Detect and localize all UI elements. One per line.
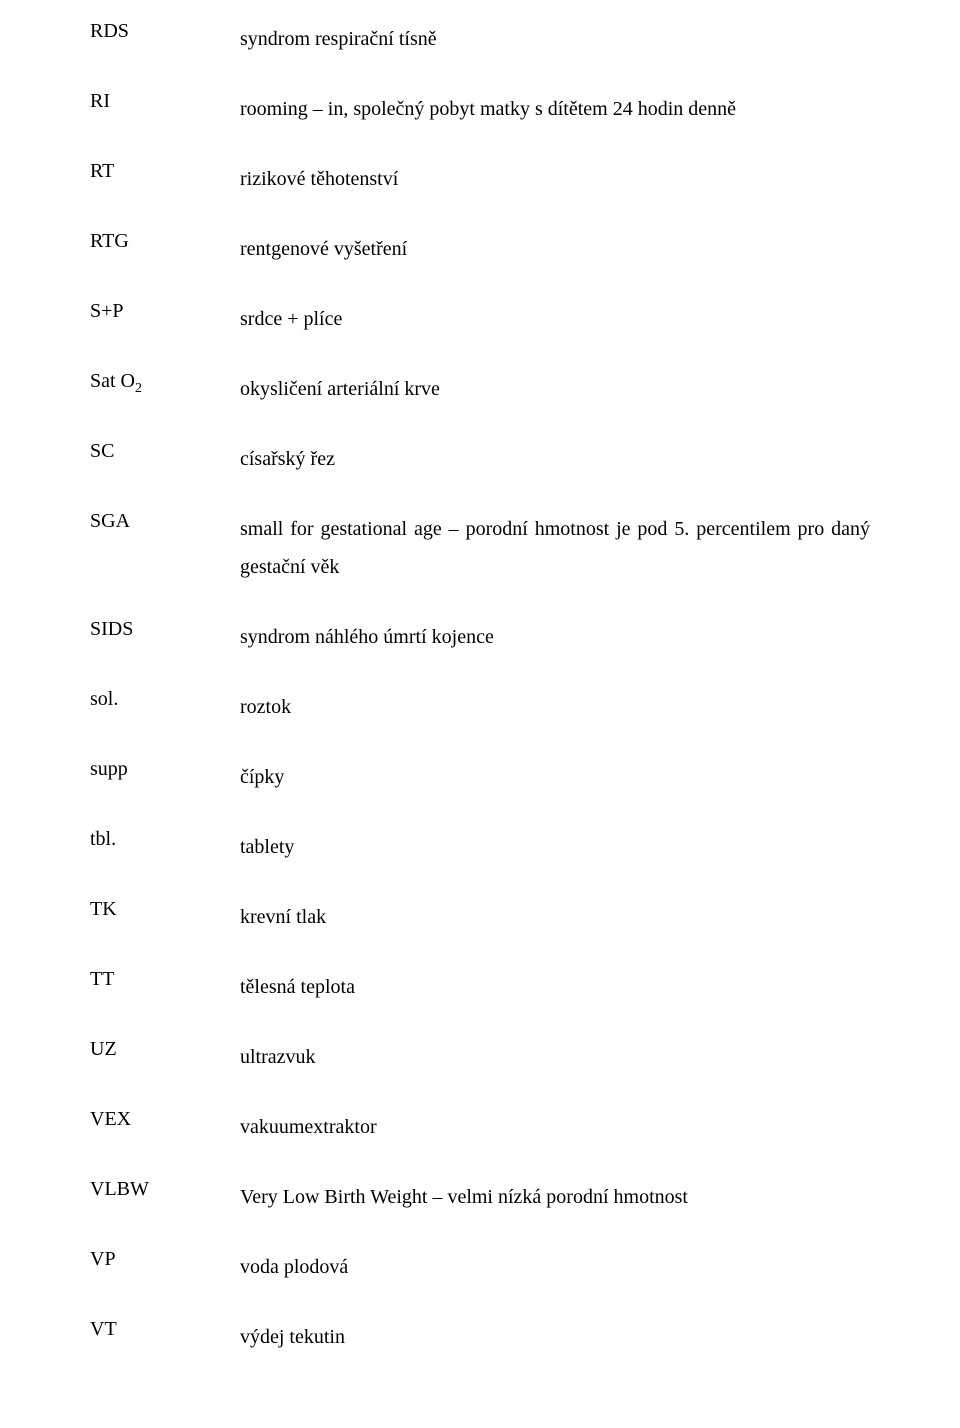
def-cell: rizikové těhotenství [240, 160, 870, 198]
abbr-cell: RTG [90, 230, 240, 253]
abbr-text: VEX [90, 1108, 131, 1130]
def-cell: rooming – in, společný pobyt matky s dít… [240, 90, 870, 128]
table-row: RDS syndrom respirační tísně [90, 20, 870, 58]
table-row: VEX vakuumextraktor [90, 1108, 870, 1146]
abbr-text: Sat O [90, 370, 135, 392]
table-row: supp čípky [90, 758, 870, 796]
table-row: UZ ultrazvuk [90, 1038, 870, 1076]
table-row: TK krevní tlak [90, 898, 870, 936]
abbr-cell: Sat O2 [90, 370, 240, 393]
def-cell: čípky [240, 758, 870, 796]
abbr-text: S+P [90, 300, 124, 322]
table-row: TT tělesná teplota [90, 968, 870, 1006]
abbr-text: SC [90, 440, 114, 462]
abbr-cell: RT [90, 160, 240, 183]
abbr-cell: RDS [90, 20, 240, 43]
abbr-text: UZ [90, 1038, 117, 1060]
def-cell: císařský řez [240, 440, 870, 478]
abbr-text: RTG [90, 230, 129, 252]
abbr-text: VP [90, 1248, 116, 1270]
abbr-text: tbl. [90, 828, 116, 850]
def-cell: tablety [240, 828, 870, 866]
abbr-text: VLBW [90, 1178, 149, 1200]
abbr-cell: TT [90, 968, 240, 991]
abbr-text: supp [90, 758, 128, 780]
def-cell: rentgenové vyšetření [240, 230, 870, 268]
abbr-cell: RI [90, 90, 240, 113]
abbr-text: RT [90, 160, 114, 182]
abbr-cell: UZ [90, 1038, 240, 1061]
table-row: VLBW Very Low Birth Weight – velmi nízká… [90, 1178, 870, 1216]
abbr-cell: VT [90, 1318, 240, 1341]
table-row: tbl. tablety [90, 828, 870, 866]
def-cell: srdce + plíce [240, 300, 870, 338]
table-row: S+P srdce + plíce [90, 300, 870, 338]
abbr-text: TK [90, 898, 117, 920]
table-row: SGA small for gestational age – porodní … [90, 510, 870, 586]
abbr-cell: TK [90, 898, 240, 921]
def-cell: voda plodová [240, 1248, 870, 1286]
table-row: RTG rentgenové vyšetření [90, 230, 870, 268]
def-cell: roztok [240, 688, 870, 726]
table-row: Sat O2 okysličení arteriální krve [90, 370, 870, 408]
abbr-cell: VP [90, 1248, 240, 1271]
abbr-cell: VLBW [90, 1178, 240, 1201]
abbr-subscript: 2 [135, 381, 142, 396]
abbr-cell: SIDS [90, 618, 240, 641]
abbr-cell: S+P [90, 300, 240, 323]
table-row: VT výdej tekutin [90, 1318, 870, 1356]
abbr-cell: SGA [90, 510, 240, 533]
def-cell: krevní tlak [240, 898, 870, 936]
def-cell: tělesná teplota [240, 968, 870, 1006]
abbr-cell: tbl. [90, 828, 240, 851]
def-cell: výdej tekutin [240, 1318, 870, 1356]
table-row: SC císařský řez [90, 440, 870, 478]
abbr-text: RDS [90, 20, 129, 42]
def-cell: okysličení arteriální krve [240, 370, 870, 408]
abbr-cell: supp [90, 758, 240, 781]
table-row: SIDS syndrom náhlého úmrtí kojence [90, 618, 870, 656]
def-cell: syndrom respirační tísně [240, 20, 870, 58]
abbr-cell: VEX [90, 1108, 240, 1131]
def-cell: syndrom náhlého úmrtí kojence [240, 618, 870, 656]
table-row: RI rooming – in, společný pobyt matky s … [90, 90, 870, 128]
table-row: sol. roztok [90, 688, 870, 726]
def-cell: ultrazvuk [240, 1038, 870, 1076]
def-cell: Very Low Birth Weight – velmi nízká poro… [240, 1178, 870, 1216]
abbr-text: RI [90, 90, 110, 112]
def-cell: small for gestational age – porodní hmot… [240, 510, 870, 586]
abbr-cell: SC [90, 440, 240, 463]
abbr-text: SGA [90, 510, 130, 532]
abbr-text: TT [90, 968, 114, 990]
abbr-text: SIDS [90, 618, 133, 640]
abbr-cell: sol. [90, 688, 240, 711]
abbr-text: sol. [90, 688, 118, 710]
abbr-text: VT [90, 1318, 117, 1340]
table-row: VP voda plodová [90, 1248, 870, 1286]
def-cell: vakuumextraktor [240, 1108, 870, 1146]
table-row: RT rizikové těhotenství [90, 160, 870, 198]
